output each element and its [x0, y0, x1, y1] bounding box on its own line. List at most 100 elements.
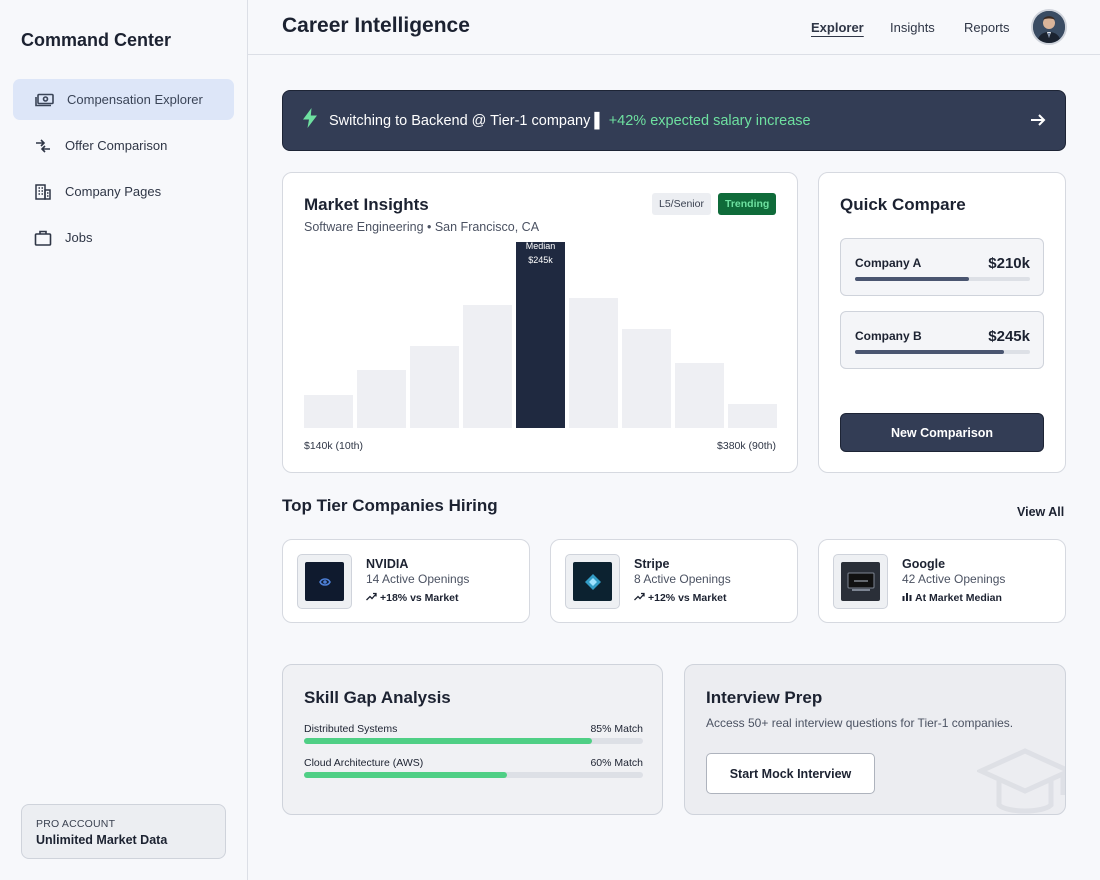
graduation-cap-icon — [974, 743, 1065, 814]
brand-title: Command Center — [21, 30, 172, 50]
trend-up-icon — [366, 592, 377, 604]
skill-fill — [304, 772, 508, 778]
active-openings: 42 Active Openings — [902, 572, 1006, 586]
skill-track — [304, 772, 643, 778]
histogram-bar-median — [516, 242, 565, 428]
google-logo — [833, 554, 888, 609]
trend-up-icon — [634, 592, 645, 604]
sidebar-item-jobs[interactable]: Jobs — [13, 217, 234, 258]
quick-compare-title: Quick Compare — [840, 195, 966, 214]
compare-item-company-b[interactable]: Company B $245k — [840, 311, 1044, 369]
skill-label: Distributed Systems — [304, 723, 398, 735]
company-name: Stripe — [634, 557, 670, 571]
sidebar-item-company-pages[interactable]: Company Pages — [13, 171, 234, 212]
salary-fill — [855, 277, 969, 281]
page-title: Career Intelligence — [282, 14, 470, 37]
median-value: $245k — [528, 255, 553, 265]
banner-separator: ▌ — [594, 112, 605, 129]
company-name: Google — [902, 557, 946, 571]
market-insights-subtitle: Software Engineering • San Francisco, CA — [304, 220, 540, 234]
money-icon — [35, 90, 55, 110]
company-card-google[interactable]: Google 42 Active Openings At Market Medi… — [818, 539, 1066, 623]
histogram-bar — [728, 404, 777, 428]
histogram-bar — [569, 298, 618, 428]
sidebar-item-label: Company Pages — [65, 184, 162, 199]
skill-gap-card: Skill Gap Analysis Distributed Systems 8… — [282, 664, 663, 815]
start-mock-interview-button[interactable]: Start Mock Interview — [706, 753, 875, 794]
skill-fill — [304, 738, 593, 744]
market-delta: +12% vs Market — [634, 592, 727, 604]
market-delta-text: At Market Median — [915, 592, 1002, 604]
skill-label: Cloud Architecture (AWS) — [304, 757, 424, 769]
market-insights-title: Market Insights — [304, 195, 429, 214]
tab-reports[interactable]: Reports — [964, 20, 1010, 35]
median-label: Median $245k — [516, 239, 565, 267]
skill-track — [304, 738, 643, 744]
company-salary: $245k — [988, 328, 1030, 345]
histogram-bar — [622, 329, 671, 428]
company-name: Company B — [855, 329, 922, 343]
active-openings: 14 Active Openings — [366, 572, 470, 586]
histogram-bar — [357, 370, 406, 428]
bar-chart-icon — [902, 592, 912, 604]
company-card-stripe[interactable]: Stripe 8 Active Openings +12% vs Market — [550, 539, 798, 623]
company-salary: $210k — [988, 255, 1030, 272]
companies-section-title: Top Tier Companies Hiring — [282, 496, 498, 515]
market-delta: +18% vs Market — [366, 592, 459, 604]
sidebar: Command Center Compensation Explorer Off… — [0, 0, 248, 880]
active-openings: 8 Active Openings — [634, 572, 731, 586]
nvidia-logo — [297, 554, 352, 609]
briefcase-icon — [33, 228, 53, 248]
user-avatar[interactable] — [1031, 9, 1067, 45]
top-header: Career Intelligence Explorer Insights Re… — [248, 0, 1100, 55]
interview-prep-description: Access 50+ real interview questions for … — [706, 716, 1014, 730]
skill-match: 85% Match — [590, 723, 643, 735]
salary-track — [855, 277, 1030, 281]
skill-match: 60% Match — [590, 757, 643, 769]
pro-account-box[interactable]: PRO ACCOUNT Unlimited Market Data — [21, 804, 226, 859]
level-tag: L5/Senior — [652, 193, 711, 215]
tab-insights[interactable]: Insights — [890, 20, 935, 35]
market-delta: At Market Median — [902, 592, 1002, 604]
stripe-logo — [565, 554, 620, 609]
trending-badge: Trending — [718, 193, 777, 215]
sidebar-item-label: Compensation Explorer — [67, 92, 203, 107]
arrow-right-icon[interactable] — [1029, 111, 1047, 134]
new-comparison-button[interactable]: New Comparison — [840, 413, 1044, 452]
sidebar-item-offer-comparison[interactable]: Offer Comparison — [13, 125, 234, 166]
tab-explorer[interactable]: Explorer — [811, 20, 864, 35]
view-all-link[interactable]: View All — [1017, 505, 1065, 519]
histogram-bar — [410, 346, 459, 428]
banner-highlight: +42% expected salary increase — [608, 112, 811, 129]
x-axis-max-label: $380k (90th) — [717, 440, 776, 452]
sidebar-nav: Compensation Explorer Offer Comparison C… — [13, 79, 234, 263]
histogram-bar — [304, 395, 353, 428]
histogram-bar — [675, 363, 724, 428]
account-feature: Unlimited Market Data — [36, 833, 168, 847]
lightning-icon — [303, 108, 317, 133]
market-delta-text: +12% vs Market — [648, 592, 727, 604]
company-name: Company A — [855, 256, 922, 270]
sidebar-item-compensation-explorer[interactable]: Compensation Explorer — [13, 79, 234, 120]
median-label-text: Median — [525, 241, 556, 251]
x-axis-min-label: $140k (10th) — [304, 440, 363, 452]
interview-prep-title: Interview Prep — [706, 688, 823, 707]
compare-arrows-icon — [33, 136, 53, 156]
salary-track — [855, 350, 1030, 354]
building-icon — [33, 182, 53, 202]
account-tier: PRO ACCOUNT — [36, 818, 116, 830]
company-card-nvidia[interactable]: NVIDIA 14 Active Openings +18% vs Market — [282, 539, 530, 623]
salary-insight-banner[interactable]: Switching to Backend @ Tier-1 company ▌ … — [282, 90, 1066, 151]
histogram-bar — [463, 305, 512, 428]
banner-main-text: Switching to Backend @ Tier-1 company — [329, 112, 591, 129]
company-name: NVIDIA — [366, 557, 409, 571]
sidebar-item-label: Jobs — [65, 230, 93, 245]
interview-prep-card: Interview Prep Access 50+ real interview… — [684, 664, 1066, 815]
salary-fill — [855, 350, 1004, 354]
banner-text: Switching to Backend @ Tier-1 company ▌ … — [329, 113, 811, 129]
skill-gap-title: Skill Gap Analysis — [304, 688, 451, 707]
sidebar-item-label: Offer Comparison — [65, 138, 168, 153]
market-delta-text: +18% vs Market — [380, 592, 459, 604]
quick-compare-card: Quick Compare Company A $210k Company B … — [818, 172, 1066, 473]
compare-item-company-a[interactable]: Company A $210k — [840, 238, 1044, 296]
